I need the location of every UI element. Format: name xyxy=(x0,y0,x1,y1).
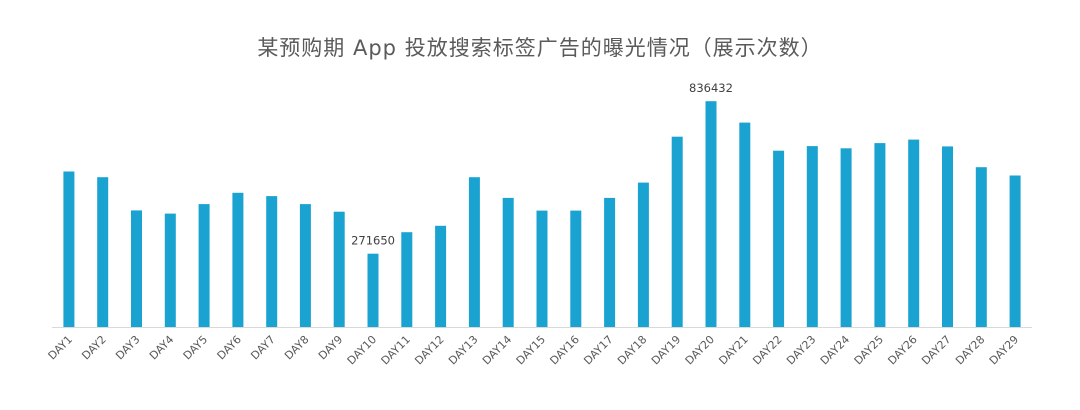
bar-day20 xyxy=(705,101,717,327)
x-tick-label: DAY23 xyxy=(784,333,818,367)
x-tick-label: DAY1 xyxy=(46,333,75,362)
x-tick-label: DAY24 xyxy=(818,333,852,367)
bar-day26 xyxy=(908,139,920,327)
x-tick-label: DAY11 xyxy=(379,333,413,367)
bar-day5 xyxy=(198,204,210,327)
x-tick-label: DAY22 xyxy=(750,333,784,367)
x-tick-label: DAY7 xyxy=(248,333,277,362)
x-tick-label: DAY15 xyxy=(514,333,548,367)
x-tick-label: DAY25 xyxy=(852,333,886,367)
x-tick-label: DAY3 xyxy=(113,333,142,362)
bar-day3 xyxy=(131,210,142,327)
bar-day11 xyxy=(401,232,413,327)
data-label-day10: 271650 xyxy=(351,234,395,248)
bar-day23 xyxy=(806,146,818,327)
bar-day24 xyxy=(840,148,852,327)
x-tick-label: DAY27 xyxy=(919,333,953,367)
x-tick-label: DAY5 xyxy=(181,333,210,362)
x-tick-label: DAY19 xyxy=(649,333,683,367)
x-tick-label: DAY9 xyxy=(316,333,345,362)
bar-day25 xyxy=(874,143,886,327)
bar-day9 xyxy=(333,211,345,327)
x-tick-label: DAY10 xyxy=(345,333,379,367)
x-tick-label: DAY20 xyxy=(683,333,717,367)
bar-day8 xyxy=(299,204,311,327)
bar-day18 xyxy=(637,182,649,327)
bar-day4 xyxy=(164,213,176,327)
x-tick-label: DAY12 xyxy=(412,333,446,367)
x-tick-label: DAY6 xyxy=(215,333,244,362)
x-tick-label: DAY29 xyxy=(987,333,1021,367)
bar-day7 xyxy=(266,196,278,327)
x-tick-label: DAY28 xyxy=(953,333,987,367)
bar-day14 xyxy=(502,197,514,327)
x-tick-label: DAY21 xyxy=(716,333,750,367)
bar-day21 xyxy=(739,122,751,327)
chart-title: 某预购期 App 投放搜索标签广告的曝光情况（展示次数） xyxy=(257,36,823,60)
bar-day2 xyxy=(97,177,109,327)
x-tick-label: DAY16 xyxy=(547,333,581,367)
x-tick-label: DAY26 xyxy=(885,333,919,367)
bar-day16 xyxy=(570,210,582,327)
bar-day27 xyxy=(942,146,953,327)
bar-day6 xyxy=(232,192,244,327)
bar-day12 xyxy=(435,225,447,328)
x-tick-label: DAY13 xyxy=(446,333,480,367)
x-tick-label: DAY8 xyxy=(282,333,311,362)
bar-day13 xyxy=(468,177,480,327)
x-tick-label: DAY2 xyxy=(79,333,108,362)
x-tick-label: DAY4 xyxy=(147,333,176,362)
bar-day17 xyxy=(604,197,616,327)
x-tick-label: DAY17 xyxy=(581,333,615,367)
bar-day15 xyxy=(536,210,548,327)
bar-day28 xyxy=(975,167,987,327)
x-tick-label: DAY14 xyxy=(480,333,514,367)
bar-day22 xyxy=(773,150,785,327)
bar-day10 xyxy=(367,253,379,327)
bar-day1 xyxy=(63,171,75,327)
bar-day29 xyxy=(1009,175,1021,327)
bar-day19 xyxy=(671,136,683,327)
data-label-day20: 836432 xyxy=(689,81,733,95)
x-tick-label: DAY18 xyxy=(615,333,649,367)
